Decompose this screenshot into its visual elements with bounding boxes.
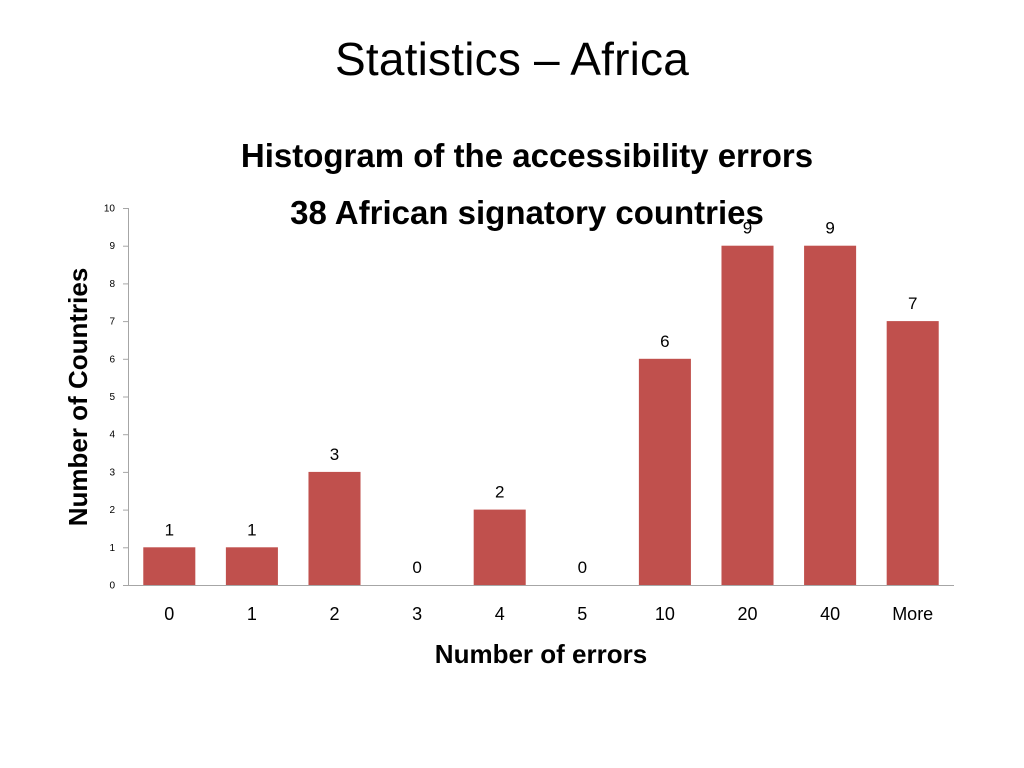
y-tick-label: 2: [109, 505, 115, 516]
chart-title: Histogram of the accessibility errors 38 …: [241, 137, 813, 231]
x-tick-label: 1: [247, 604, 257, 624]
bar-2: [308, 471, 361, 585]
x-tick-label: More: [892, 604, 933, 624]
y-tick-label: 0: [109, 581, 115, 592]
y-tick-label: 7: [109, 317, 115, 328]
x-tick-label: 20: [737, 604, 757, 624]
y-tick-label: 6: [109, 354, 115, 365]
data-label: 0: [412, 558, 421, 577]
bars: [143, 245, 939, 585]
chart-title-line: Histogram of the accessibility errors: [241, 137, 813, 174]
x-axis-label: Number of errors: [435, 639, 647, 669]
data-label: 3: [330, 445, 339, 464]
y-axis-ticks: 0 1 2 3 4 5 6 7 8 9 10: [104, 204, 128, 592]
y-tick-label: 1: [109, 543, 115, 554]
y-tick-label: 10: [104, 204, 116, 215]
data-label: 1: [247, 520, 256, 539]
x-tick-label: 3: [412, 604, 422, 624]
bar-4: [473, 509, 526, 585]
x-axis-ticks: 0 1 2 3 4 5 10 20 40 More: [164, 604, 933, 624]
x-tick-label: 4: [495, 604, 505, 624]
y-axis-label: Number of Countries: [63, 268, 93, 527]
bar-10: [638, 358, 691, 585]
x-tick-label: 2: [329, 604, 339, 624]
data-label: 2: [495, 483, 504, 502]
data-label: 9: [825, 219, 834, 238]
bar-1: [225, 547, 278, 585]
data-label: 7: [908, 294, 917, 313]
bar-0: [143, 547, 196, 585]
x-tick-label: 10: [655, 604, 675, 624]
data-label: 1: [165, 520, 174, 539]
bar-40: [804, 245, 857, 585]
bar-more: [886, 321, 939, 585]
y-tick-label: 3: [109, 467, 115, 478]
slide-title: Statistics – Africa: [334, 33, 690, 85]
x-tick-label: 40: [820, 604, 840, 624]
y-tick-label: 5: [109, 392, 115, 403]
data-label: 6: [660, 332, 669, 351]
data-labels: 1 1 3 0 2 0 6 9 9 7: [165, 219, 918, 577]
y-tick-label: 8: [109, 279, 115, 290]
y-tick-label: 9: [109, 241, 115, 252]
data-label: 9: [743, 219, 752, 238]
y-tick-label: 4: [109, 430, 115, 441]
x-tick-label: 0: [164, 604, 174, 624]
bar-20: [721, 245, 774, 585]
x-tick-label: 5: [577, 604, 587, 624]
data-label: 0: [578, 558, 587, 577]
chart-title-line: 38 African signatory countries: [290, 194, 764, 231]
